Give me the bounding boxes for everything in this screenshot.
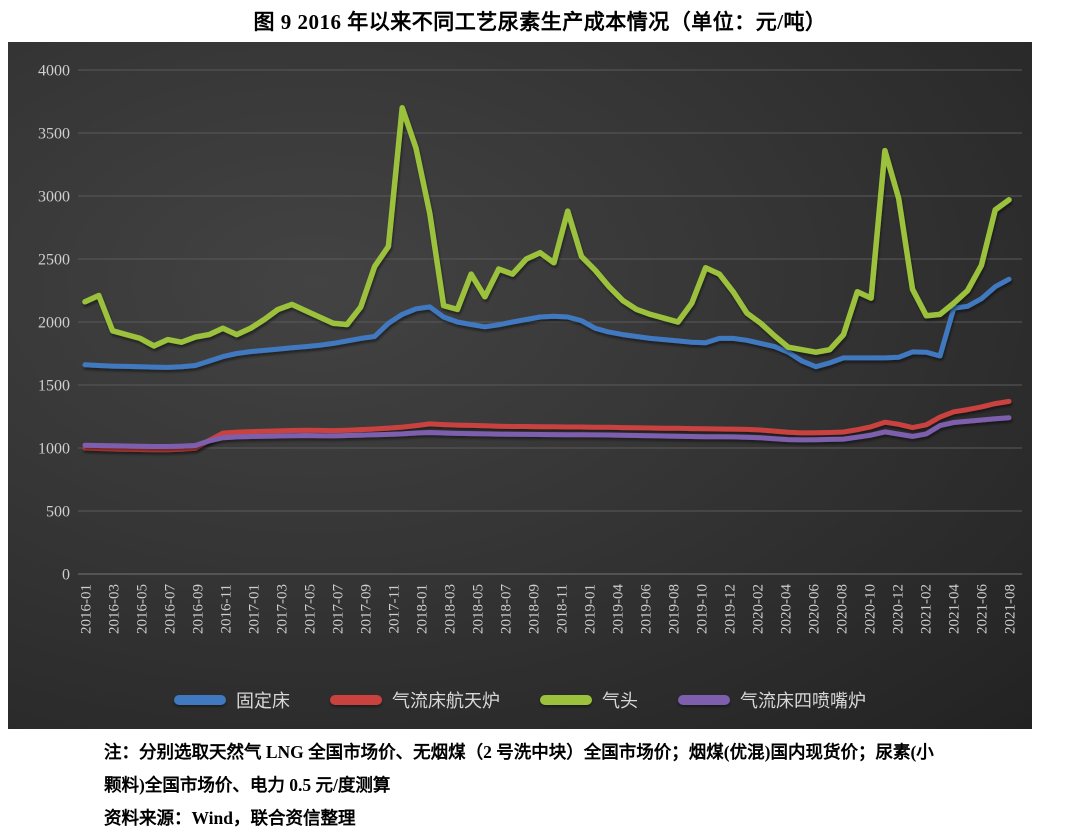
- line-series-entrained-flow-aerospace-furnace: [82, 398, 1012, 453]
- x-tick-label-2016-11: 2016-11: [219, 584, 235, 633]
- x-tick-label-2019-04: 2019-04: [611, 584, 627, 634]
- x-tick-label-2018-05: 2018-05: [471, 584, 487, 634]
- x-tick-label-2019-08: 2019-08: [667, 584, 683, 634]
- legend-item-gas-based: 气头: [540, 687, 638, 713]
- y-tick-label-0: 0: [62, 567, 70, 584]
- legend-label-gas-based: 气头: [602, 691, 638, 711]
- legend-swatch-gas-based: [540, 695, 592, 705]
- legend-swatch-entrained-flow-four-nozzle-furnace: [678, 695, 730, 705]
- legend-item-fixed-bed: 固定床: [174, 687, 290, 713]
- source-line: 资料来源：Wind，联合资信整理: [104, 808, 356, 828]
- line-series-gas-based: [82, 105, 1012, 355]
- y-tick-label-500: 500: [46, 504, 70, 521]
- y-tick-label-3500: 3500: [38, 126, 70, 143]
- legend-label-fixed-bed: 固定床: [236, 691, 290, 711]
- x-tick-label-2021-06: 2021-06: [975, 584, 991, 634]
- x-tick-label-2021-04: 2021-04: [947, 584, 963, 634]
- x-tick-label-2018-07: 2018-07: [499, 584, 515, 634]
- y-tick-label-1000: 1000: [38, 441, 70, 458]
- note-line-1: 注：分别选取天然气 LNG 全国市场价、无烟煤（2 号洗中块）全国市场价；烟煤(…: [104, 742, 934, 762]
- line-series-entrained-flow-four-nozzle-furnace: [82, 415, 1012, 449]
- x-tick-label-2016-01: 2016-01: [79, 584, 95, 634]
- x-tick-label-2017-09: 2017-09: [359, 584, 375, 634]
- line-series-fixed-bed: [82, 276, 1012, 370]
- x-tick-label-2020-04: 2020-04: [779, 584, 795, 634]
- x-tick-label-2018-09: 2018-09: [527, 584, 543, 634]
- x-tick-label-2021-02: 2021-02: [919, 584, 935, 634]
- x-tick-label-2018-03: 2018-03: [443, 584, 459, 634]
- legend-item-entrained-flow-four-nozzle-furnace: 气流床四喷嘴炉: [678, 687, 866, 713]
- y-tick-label-2500: 2500: [38, 252, 70, 269]
- chart-panel: 0 500 1000 1500 2000 2500 3000 3500 4000 2016-01 2…: [8, 42, 1032, 729]
- x-tick-label-2017-11: 2017-11: [387, 584, 403, 633]
- x-tick-label-2017-01: 2017-01: [247, 584, 263, 634]
- x-tick-label-2019-12: 2019-12: [723, 584, 739, 634]
- legend-label-entrained-flow-four-nozzle-furnace: 气流床四喷嘴炉: [740, 691, 866, 711]
- x-tick-label-2020-10: 2020-10: [863, 584, 879, 634]
- y-tick-label-2000: 2000: [38, 315, 70, 332]
- x-tick-label-2017-05: 2017-05: [303, 584, 319, 634]
- x-tick-label-2020-12: 2020-12: [891, 584, 907, 634]
- x-tick-label-2019-06: 2019-06: [639, 584, 655, 634]
- chart-legend: 固定床 气流床航天炉 气头 气流床四喷嘴炉: [8, 687, 1032, 713]
- x-tick-label-2018-01: 2018-01: [415, 584, 431, 634]
- chart-plot-area: 0 500 1000 1500 2000 2500 3000 3500 4000 2016-01 2…: [38, 63, 1022, 634]
- x-tick-label-2021-08: 2021-08: [1003, 584, 1019, 634]
- y-tick-label-3000: 3000: [38, 189, 70, 206]
- x-tick-label-2017-03: 2017-03: [275, 584, 291, 634]
- legend-item-entrained-flow-aerospace-furnace: 气流床航天炉: [330, 687, 500, 713]
- y-tick-label-1500: 1500: [38, 378, 70, 395]
- x-tick-label-2016-07: 2016-07: [163, 584, 179, 634]
- x-tick-label-2016-09: 2016-09: [191, 584, 207, 634]
- x-tick-label-2016-05: 2016-05: [135, 584, 151, 634]
- x-tick-label-2020-08: 2020-08: [835, 584, 851, 634]
- figure-title: 图 9 2016 年以来不同工艺尿素生产成本情况（单位：元/吨）: [253, 10, 827, 34]
- legend-swatch-entrained-flow-aerospace-furnace: [330, 695, 382, 705]
- legend-label-entrained-flow-aerospace-furnace: 气流床航天炉: [392, 691, 500, 711]
- legend-swatch-fixed-bed: [174, 695, 226, 705]
- x-tick-label-2016-03: 2016-03: [107, 584, 123, 634]
- x-tick-label-2017-07: 2017-07: [331, 584, 347, 634]
- x-tick-label-2020-06: 2020-06: [807, 584, 823, 634]
- x-tick-label-2020-02: 2020-02: [751, 584, 767, 634]
- x-tick-label-2019-10: 2019-10: [695, 584, 711, 634]
- note-line-2: 颗料)全国市场价、电力 0.5 元/度测算: [104, 775, 391, 795]
- x-tick-label-2018-11: 2018-11: [555, 584, 571, 633]
- x-tick-label-2019-01: 2019-01: [583, 584, 599, 634]
- y-tick-label-4000: 4000: [38, 63, 70, 80]
- figure-notes: 注：分别选取天然气 LNG 全国市场价、无烟煤（2 号洗中块）全国市场价；烟煤(…: [104, 736, 1060, 835]
